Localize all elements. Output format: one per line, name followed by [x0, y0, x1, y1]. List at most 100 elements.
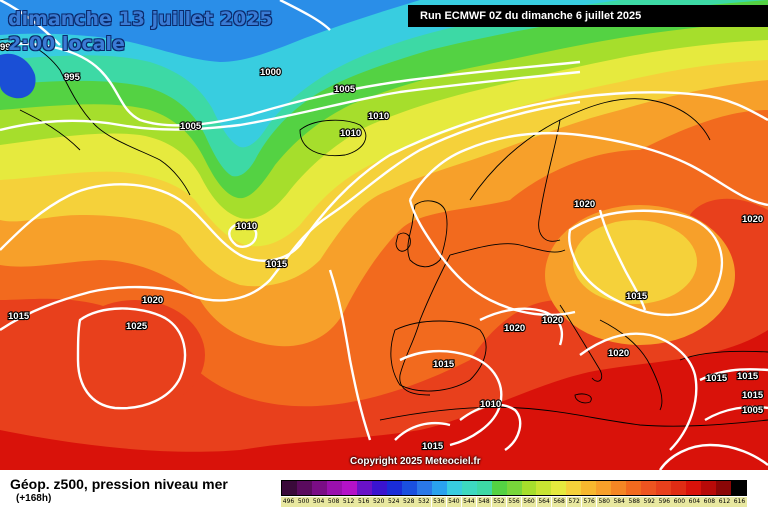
color-swatch: [446, 481, 462, 495]
color-scale-bar: [281, 480, 747, 496]
color-swatch: [461, 481, 477, 495]
color-swatch: [566, 481, 582, 495]
field-blue: [0, 0, 420, 62]
coastlines: [0, 38, 768, 427]
field-title: Géop. z500, pression niveau mer: [10, 476, 228, 492]
color-swatch: [656, 481, 672, 495]
run-info-banner: Run ECMWF 0Z du dimanche 6 juillet 2025: [408, 5, 768, 27]
isobar-label: 1000: [260, 67, 281, 78]
isobar-label: 1020: [542, 315, 563, 326]
color-swatch: [416, 481, 432, 495]
scale-tick-label: 536: [431, 497, 447, 507]
color-swatch: [282, 481, 297, 495]
color-swatch: [521, 481, 537, 495]
scale-tick-label: 512: [341, 497, 356, 507]
isobar-label: 1010: [340, 128, 361, 139]
color-swatch: [506, 481, 522, 495]
scale-tick-label: 600: [672, 497, 687, 507]
color-swatch: [326, 481, 342, 495]
isobar-label: 1025: [126, 321, 148, 332]
color-swatch: [581, 481, 597, 495]
isobar-label: 1015: [706, 373, 728, 384]
isobars: [0, 0, 768, 470]
scale-tick-label: 596: [656, 497, 672, 507]
isobar-label: 995: [64, 72, 81, 83]
scale-tick-label: 548: [476, 497, 492, 507]
isobar-label: 1015: [8, 311, 30, 322]
isobar-label: 1010: [480, 399, 501, 410]
isobar-label: 1020: [608, 348, 629, 359]
isobar-labels: 990 995 1000 1005 1005 1005 1010 1010 10…: [0, 41, 765, 453]
scale-tick-label: 592: [641, 497, 657, 507]
scale-tick-label: 576: [581, 497, 597, 507]
scale-tick-label: 608: [702, 497, 717, 507]
isobar-label: 1015: [433, 359, 455, 370]
isobar-label: 1005: [742, 405, 764, 416]
color-swatch: [611, 481, 627, 495]
isobar-label: 1015: [742, 390, 764, 401]
color-swatch: [356, 481, 372, 495]
geopotential-map: 990 995 1000 1005 1005 1005 1010 1010 10…: [0, 0, 768, 470]
color-swatch: [596, 481, 612, 495]
scale-tick-label: 588: [626, 497, 642, 507]
field-warm-core-inner: [573, 220, 697, 304]
color-swatch: [641, 481, 657, 495]
color-swatch: [731, 481, 747, 495]
scale-tick-label: 520: [371, 497, 387, 507]
color-swatch: [551, 481, 567, 495]
scale-tick-label: 572: [566, 497, 582, 507]
scale-tick-label: 516: [356, 497, 371, 507]
scale-tick-label: 568: [551, 497, 567, 507]
scale-tick-label: 616: [732, 497, 747, 507]
forecast-date: dimanche 13 juillet 2025: [8, 8, 273, 30]
scale-tick-label: 532: [416, 497, 432, 507]
color-swatch: [716, 481, 732, 495]
scale-tick-label: 504: [311, 497, 326, 507]
color-swatch: [431, 481, 447, 495]
isobar-label: 1015: [737, 371, 759, 382]
color-swatch: [386, 481, 402, 495]
forecast-hour: 2:00 locale: [8, 33, 125, 55]
isobar-label: 1020: [504, 323, 525, 334]
scale-tick-label: 564: [536, 497, 552, 507]
color-swatch: [401, 481, 417, 495]
isobar-label: 1010: [236, 221, 257, 232]
color-scale-labels: 496 500 504 508 512 516 520 524 528 532 536 540 544 5…: [281, 497, 747, 507]
isobar-label: 1020: [742, 214, 763, 225]
isobar-label: 1020: [142, 295, 163, 306]
scale-tick-label: 524: [386, 497, 402, 507]
lead-time: (+168h): [16, 493, 52, 504]
scale-tick-label: 496: [281, 497, 296, 507]
isobar-label: 1020: [574, 199, 595, 210]
scale-tick-label: 508: [326, 497, 341, 507]
color-swatch: [476, 481, 492, 495]
isobar-label: 1015: [422, 441, 444, 452]
scale-tick-label: 580: [596, 497, 612, 507]
isobar-label: 990: [0, 42, 16, 53]
color-swatch: [341, 481, 357, 495]
scale-tick-label: 540: [446, 497, 462, 507]
color-swatch: [296, 481, 312, 495]
color-swatch: [626, 481, 642, 495]
scale-tick-label: 560: [521, 497, 537, 507]
isobar-label: 1015: [626, 291, 648, 302]
scale-tick-label: 612: [717, 497, 732, 507]
color-swatch: [671, 481, 687, 495]
scale-tick-label: 544: [461, 497, 477, 507]
field-warm-pool-atlantic: [65, 300, 205, 410]
scale-tick-label: 584: [611, 497, 627, 507]
color-swatch: [536, 481, 552, 495]
color-swatch: [701, 481, 717, 495]
isobar-label: 1005: [334, 84, 356, 95]
field-deep-blue: [0, 53, 36, 99]
color-swatch: [491, 481, 507, 495]
scale-tick-label: 528: [401, 497, 417, 507]
copyright-notice: Copyright 2025 Meteociel.fr: [350, 456, 481, 467]
color-swatch: [686, 481, 702, 495]
color-swatch: [371, 481, 387, 495]
scale-tick-label: 604: [687, 497, 702, 507]
scale-tick-label: 556: [506, 497, 522, 507]
isobar-label: 1005: [180, 121, 202, 132]
scale-tick-label: 552: [491, 497, 507, 507]
